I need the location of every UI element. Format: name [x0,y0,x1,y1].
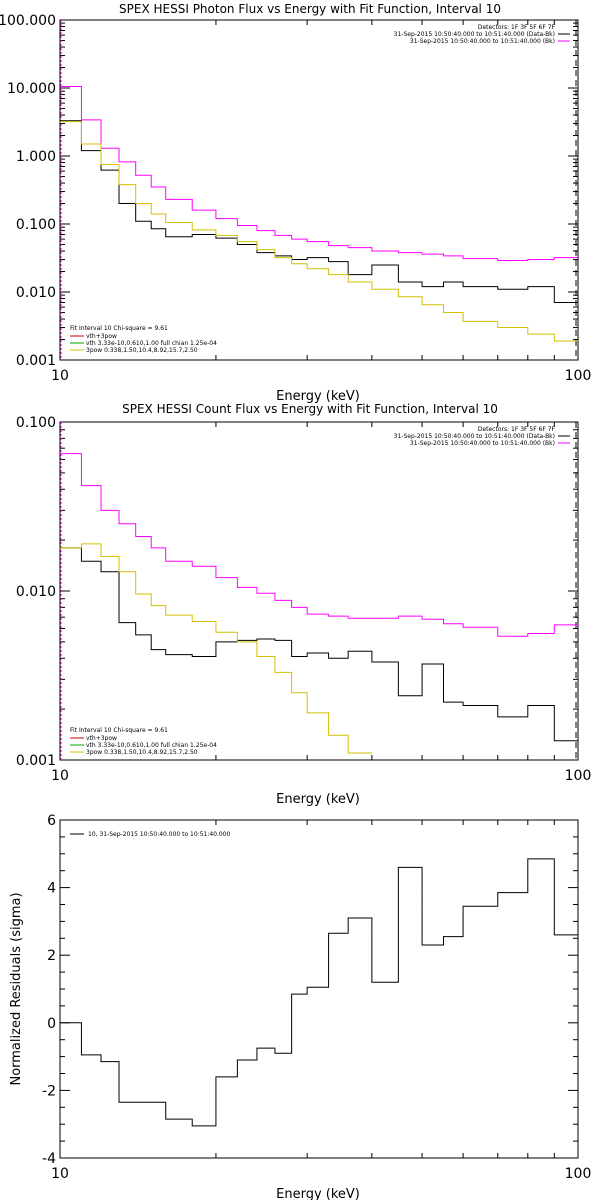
count-flux-series [60,453,578,754]
count-flux-xtick-label: 100 [565,768,592,784]
photon-flux-xtick-label: 10 [51,368,69,384]
residuals-ytick-label: -2 [42,1083,56,1099]
count-flux-axes: 10 100 0.001 0.010 0.100 [16,415,591,784]
photon-flux-legend-vth: vth 3.33e-10,0.610,1.00 full chian 1.25e… [86,340,217,347]
photon-flux-xlabel: Energy (keV) [276,389,360,404]
photon-flux-ytick-label: 0.100 [16,217,56,233]
photon-flux-ytick-label: 0.001 [16,353,56,369]
photon-flux-axes: 10 100 0.001 0.010 0.100 1.000 10.000 100.000 [0,13,591,384]
residuals-series [60,858,578,1127]
photon-flux-series-1 [60,86,578,262]
photon-flux-legend-bottom: Fit Interval 10 Chi-square = 9.61 vth+3p… [70,325,217,354]
count-flux-legend-total: vth+3pow [86,735,117,742]
residuals-legend: 10, 31-Sep-2015 10:50:40.000 to 10:51:40… [70,831,231,838]
count-flux-plot-frame [59,421,579,761]
residuals-ytick-label: 6 [47,813,56,829]
photon-flux-ytick-label: 1.000 [16,149,56,165]
count-flux-xlabel: Energy (keV) [276,792,360,807]
residuals-xlabel: Energy (keV) [276,1187,360,1200]
count-flux-legend-bk: 31-Sep-2015 10:50:40.000 to 10:51:40.000… [410,440,555,447]
count-flux-series-2 [60,543,372,754]
count-flux-legend-fit: Fit Interval 10 Chi-square = 9.61 [70,727,168,734]
count-flux-title: SPEX HESSI Count Flux vs Energy with Fit… [122,402,498,416]
count-flux-ytick-label: 0.001 [16,753,56,769]
count-flux-ytick-label: 0.100 [16,415,56,431]
photon-flux-legend-detectors: Detectors: 1F 3F 5F 6F 7F [478,24,556,31]
photon-flux-series [60,86,578,342]
photon-flux-series-2 [60,121,578,342]
count-flux-panel: SPEX HESSI Count Flux vs Energy with Fit… [16,402,591,807]
photon-flux-xtick-label: 100 [565,368,592,384]
residuals-ytick-label: -4 [42,1151,56,1167]
residuals-ytick-label: 4 [47,881,56,897]
photon-flux-legend-pow: 3pow 0.338,1.50,10.4,8.92,15.7,2.50 [86,347,198,354]
photon-flux-title: SPEX HESSI Photon Flux vs Energy with Fi… [119,2,501,16]
photon-flux-plot-frame [59,19,579,361]
photon-flux-legend-data-bk: 31-Sep-2015 10:50:40.000 to 10:51:40.000… [394,31,555,38]
count-flux-series-1 [60,453,578,637]
photon-flux-ytick-label: 0.010 [16,285,56,301]
count-flux-legend-bottom: Fit Interval 10 Chi-square = 9.61 vth+3p… [70,727,217,756]
count-flux-legend-pow: 3pow 0.338,1.50,10.4,8.92,15.7,2.50 [86,749,198,756]
photon-flux-series-0 [60,120,578,304]
residuals-series-0 [60,858,578,1127]
residuals-axes: 10 100 -4 -2 0 2 4 6 [42,813,591,1182]
residuals-ytick-label: 0 [47,1016,56,1032]
residuals-legend-label: 10, 31-Sep-2015 10:50:40.000 to 10:51:40… [88,831,231,838]
count-flux-xtick-label: 10 [51,768,69,784]
residuals-ytick-label: 2 [47,948,56,964]
photon-flux-ytick-label: 100.000 [0,13,56,29]
count-flux-legend-vth: vth 3.33e-10,0.610,1.00 full chian 1.25e… [86,742,217,749]
count-flux-series-0 [60,547,578,742]
residuals-panel: 10 100 -4 -2 0 2 4 6 10, 31-Sep-2015 10:50:40.0… [9,813,591,1200]
residuals-plot-frame [59,819,579,1159]
photon-flux-legend-bk: 31-Sep-2015 10:50:40.000 to 10:51:40.000… [410,38,555,45]
photon-flux-ytick-label: 10.000 [7,81,56,97]
residuals-xtick-label: 10 [51,1166,69,1182]
residuals-ylabel: Normalized Residuals (sigma) [9,892,24,1085]
count-flux-legend-top: Detectors: 1F 3F 5F 6F 7F 31-Sep-2015 10… [394,426,570,447]
photon-flux-legend-fit: Fit Interval 10 Chi-square = 9.61 [70,325,168,332]
residuals-xtick-label: 100 [565,1166,592,1182]
count-flux-ytick-label: 0.010 [16,584,56,600]
photon-flux-legend-total: vth+3pow [86,333,117,340]
count-flux-legend-data-bk: 31-Sep-2015 10:50:40.000 to 10:51:40.000… [394,433,555,440]
count-flux-legend-detectors: Detectors: 1F 3F 5F 6F 7F [478,426,556,433]
photon-flux-panel: SPEX HESSI Photon Flux vs Energy with Fi… [0,2,591,404]
photon-flux-legend-top: Detectors: 1F 3F 5F 6F 7F 31-Sep-2015 10… [394,24,570,45]
